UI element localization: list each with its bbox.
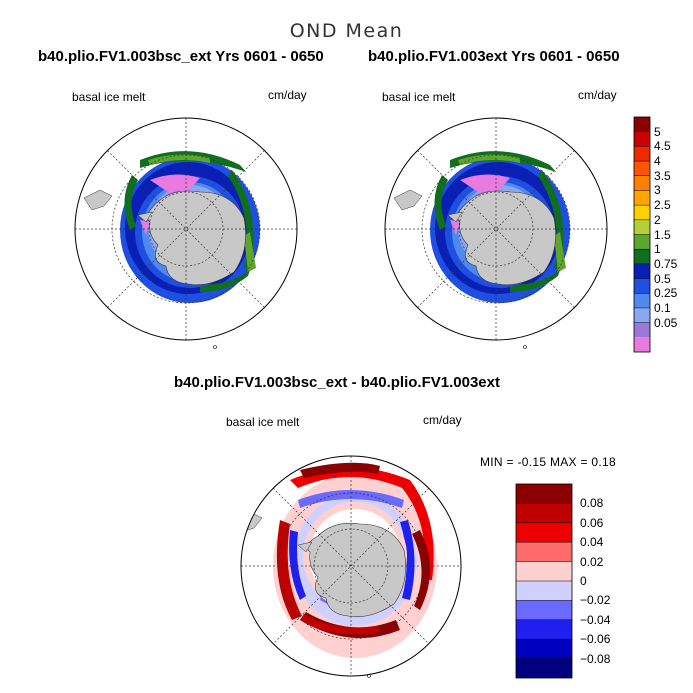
colorbar-swatch bbox=[516, 639, 572, 659]
colorbar-swatch bbox=[634, 293, 650, 308]
colorbar-swatch bbox=[516, 600, 572, 620]
panel-3-map bbox=[240, 455, 462, 678]
colorbar-tick-label: 3.5 bbox=[654, 168, 671, 183]
colorbar-tick-label: 3 bbox=[654, 183, 661, 198]
colorbar-swatch bbox=[516, 658, 572, 678]
panel-3-title: b40.plio.FV1.003bsc_ext - b40.plio.FV1.0… bbox=[174, 374, 500, 391]
colorbar-swatch bbox=[634, 117, 650, 132]
panel-1-variable: basal ice melt bbox=[72, 90, 146, 104]
colorbar-swatch bbox=[634, 190, 650, 206]
colorbar-tick-label: 1 bbox=[654, 242, 661, 257]
colorbar-swatch bbox=[516, 484, 572, 504]
colorbar-tick-label: 2 bbox=[654, 212, 661, 227]
panel-2-variable: basal ice melt bbox=[382, 90, 456, 104]
colorbar-swatch bbox=[634, 337, 650, 352]
colorbar-swatch bbox=[634, 307, 650, 323]
colorbar-swatch bbox=[634, 322, 650, 338]
figure-title: OND Mean bbox=[289, 20, 404, 42]
panel-2-units: cm/day bbox=[578, 88, 617, 102]
colorbar-swatch bbox=[516, 619, 572, 640]
colorbar-swatch bbox=[516, 581, 572, 601]
colorbar-tick-label: 0.05 bbox=[654, 315, 678, 330]
panel-3-variable: basal ice melt bbox=[226, 415, 300, 429]
panel-1-graticule bbox=[75, 118, 297, 340]
colorbar-tick-label: 0.75 bbox=[654, 256, 678, 271]
colorbar-swatch bbox=[634, 278, 650, 294]
colorbar-swatch bbox=[634, 161, 650, 176]
colorbar-swatch bbox=[516, 522, 572, 543]
panel-2-title: b40.plio.FV1.003ext Yrs 0601 - 0650 bbox=[368, 48, 620, 65]
colorbar-tick-label: −0.06 bbox=[580, 632, 611, 647]
colorbar-tick-label: 1.5 bbox=[654, 227, 671, 242]
colorbar-tick-label: −0.04 bbox=[580, 612, 611, 627]
colorbar-swatch bbox=[516, 542, 572, 562]
colorbar-tick-label: 4 bbox=[654, 154, 661, 169]
panel-1-melt-field bbox=[83, 151, 260, 303]
colorbar-tick-label: 2.5 bbox=[654, 198, 671, 213]
colorbar-swatch bbox=[634, 131, 650, 147]
colorbar-swatch bbox=[634, 249, 650, 264]
panel-3-diff-field bbox=[241, 462, 437, 658]
colorbar-tick-label: 0.06 bbox=[580, 515, 604, 530]
colorbar-swatch bbox=[634, 234, 650, 250]
colorbar-swatch bbox=[516, 503, 572, 523]
colorbar-tick-label: 0.5 bbox=[654, 271, 671, 286]
colorbar-top bbox=[633, 116, 651, 353]
colorbar-tick-label: 0.02 bbox=[580, 554, 604, 569]
colorbar-swatch bbox=[634, 146, 650, 162]
panel-1-title: b40.plio.FV1.003bsc_ext Yrs 0601 - 0650 bbox=[38, 48, 324, 65]
colorbar-diff bbox=[515, 483, 573, 679]
panel-2-melt-field bbox=[393, 151, 570, 303]
colorbar-swatch bbox=[634, 175, 650, 191]
panel-2-graticule bbox=[385, 118, 607, 340]
colorbar-swatch bbox=[634, 263, 650, 279]
panel-1-units: cm/day bbox=[268, 88, 307, 102]
colorbar-tick-label: 0.25 bbox=[654, 286, 678, 301]
colorbar-tick-label: 4.5 bbox=[654, 139, 671, 154]
panel-3-units: cm/day bbox=[423, 413, 462, 427]
colorbar-tick-label: 0.04 bbox=[580, 535, 604, 550]
panel-3-graticule bbox=[241, 456, 461, 676]
colorbar-tick-label: 0.08 bbox=[580, 496, 604, 511]
colorbar-swatch bbox=[516, 561, 572, 581]
panel-3-stats: MIN = -0.15 MAX = 0.18 bbox=[480, 455, 616, 469]
colorbar-swatch bbox=[634, 205, 650, 220]
panel-1-map bbox=[74, 117, 298, 349]
colorbar-tick-label: −0.08 bbox=[580, 651, 611, 666]
colorbar-swatch bbox=[634, 219, 650, 235]
panel-2-map bbox=[384, 117, 608, 349]
colorbar-tick-label: 5 bbox=[654, 124, 661, 139]
colorbar-tick-label: −0.02 bbox=[580, 593, 611, 608]
colorbar-tick-label: 0 bbox=[580, 574, 587, 588]
colorbar-tick-label: 0.1 bbox=[654, 300, 671, 315]
